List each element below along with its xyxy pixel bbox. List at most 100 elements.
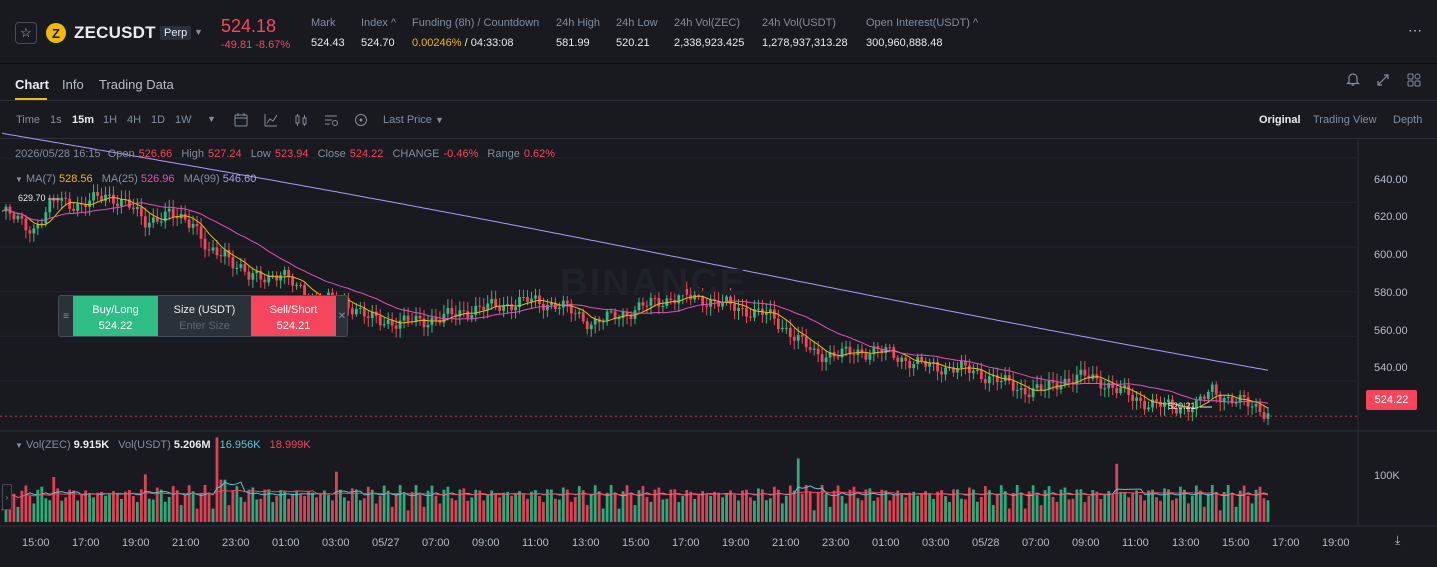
buy-long-button[interactable]: Buy/Long 524.22 <box>73 296 158 336</box>
draw-tools-icon[interactable] <box>353 112 369 128</box>
candle-body <box>987 376 991 384</box>
drag-handle-icon[interactable]: ≡ <box>63 310 69 322</box>
sell-short-button[interactable]: Sell/Short 524.21 <box>251 296 336 336</box>
stat-value: 524.43 <box>311 37 345 49</box>
volume-bar <box>358 500 362 522</box>
stat-value: 581.99 <box>556 37 590 49</box>
view-trading-view[interactable]: Trading View <box>1313 114 1377 126</box>
volume-bar <box>88 493 91 522</box>
volume-bar <box>526 498 529 522</box>
volume-bar <box>609 484 613 522</box>
volume-bar <box>187 485 191 522</box>
x-tick-label: 17:00 <box>1272 537 1300 549</box>
candle-body <box>518 296 521 308</box>
scroll-left-handle[interactable]: › <box>2 484 12 510</box>
candle-body <box>944 367 947 375</box>
symbol-name[interactable]: ZECUSDT <box>74 23 156 42</box>
candle-body <box>1007 375 1011 381</box>
stat-index[interactable]: Index ^ 524.70 <box>361 17 396 49</box>
collapse-chevron-icon[interactable]: ▼ <box>15 175 23 184</box>
price-type-select[interactable]: Last Price ▼ <box>383 114 444 126</box>
candle-body <box>888 347 892 349</box>
volume-bar <box>653 489 657 522</box>
stat-open-interest[interactable]: Open Interest(USDT) ^ 300,960,888.48 <box>866 17 978 49</box>
view-depth[interactable]: Depth <box>1393 114 1423 126</box>
candle-body <box>450 308 454 315</box>
volume-bar <box>183 494 187 522</box>
timeframe-1s[interactable]: 1s <box>50 114 62 126</box>
volume-bar <box>458 489 462 522</box>
volume-bar <box>629 494 633 522</box>
volume-bar <box>1123 492 1127 522</box>
timeframe-1w[interactable]: 1W <box>175 114 192 126</box>
calendar-icon[interactable] <box>233 112 249 128</box>
low-label: Low <box>250 148 271 160</box>
volume-bar <box>788 485 792 522</box>
indicator-icon[interactable] <box>263 112 279 128</box>
fullscreen-icon[interactable] <box>1375 72 1391 88</box>
volume-bar <box>820 485 824 522</box>
y-tick-label: 620.00 <box>1374 211 1408 223</box>
tab-info[interactable]: Info <box>62 77 84 92</box>
volume-bar <box>430 485 434 522</box>
settings-sliders-icon[interactable] <box>323 112 339 128</box>
candle-body <box>657 298 661 307</box>
candle-body <box>120 198 123 207</box>
volume-bar <box>1023 508 1027 522</box>
volume-bar <box>470 497 474 522</box>
timeframe-time[interactable]: Time <box>16 114 41 126</box>
sell-price: 524.21 <box>276 320 311 332</box>
volume-bar <box>1179 486 1182 522</box>
volume-bar <box>307 491 310 522</box>
candle-body <box>697 294 701 296</box>
quick-order-widget: ≡ Buy/Long 524.22 Size (USDT) Enter Size… <box>58 295 348 337</box>
candle-body <box>482 306 486 311</box>
volume-bar <box>928 493 931 522</box>
candle-body <box>844 346 848 349</box>
tab-chart[interactable]: Chart <box>15 77 49 92</box>
range-value: 0.62% <box>523 148 556 160</box>
collapse-chevron-icon[interactable]: ▼ <box>15 441 23 450</box>
timeframe-15m[interactable]: 15m <box>72 114 95 126</box>
volume-bar <box>880 489 884 522</box>
volume-bar <box>764 500 768 522</box>
more-icon[interactable]: ⋯ <box>1408 22 1423 38</box>
close-icon[interactable]: ✕ <box>337 310 347 322</box>
candle-body <box>848 346 852 355</box>
favorite-star-icon[interactable]: ☆ <box>15 22 37 44</box>
bell-icon[interactable] <box>1345 72 1361 88</box>
timeframe-more-chevron-icon[interactable]: ▼ <box>207 114 216 124</box>
layout-grid-icon[interactable] <box>1406 72 1422 88</box>
fit-to-screen-icon[interactable]: ⤓ <box>1395 533 1401 547</box>
candle-body <box>235 267 239 269</box>
timeframe-4h[interactable]: 4H <box>127 114 142 126</box>
tab-trading-data[interactable]: Trading Data <box>99 77 174 92</box>
stat-mark: Mark 524.43 <box>311 17 345 49</box>
volume-bar <box>362 498 366 522</box>
vol-ma2-value: 18.999K <box>269 439 311 451</box>
candle-body <box>1051 380 1055 383</box>
candle-body <box>780 327 784 329</box>
size-input[interactable]: Size (USDT) Enter Size <box>158 296 251 336</box>
volume-bar <box>335 471 338 522</box>
view-original[interactable]: Original <box>1259 114 1301 126</box>
volume-bar <box>979 497 983 522</box>
candle-body <box>474 305 478 315</box>
candle-body <box>1091 374 1095 379</box>
size-label: Size (USDT) <box>173 304 236 316</box>
timeframe-1h[interactable]: 1H <box>103 114 118 126</box>
timeframe-1d[interactable]: 1D <box>151 114 166 126</box>
volume-bar <box>139 489 143 522</box>
chevron-down-icon[interactable]: ▼ <box>194 27 203 37</box>
candle-body <box>1163 402 1166 407</box>
x-tick-label: 09:00 <box>472 537 500 549</box>
x-tick-label: 23:00 <box>822 537 850 549</box>
candle-type-icon[interactable] <box>293 112 309 128</box>
buy-label: Buy/Long <box>92 304 139 316</box>
candle-body <box>983 379 987 384</box>
candle-body <box>1266 413 1270 419</box>
volume-bar <box>701 491 705 522</box>
stat-label: 24h Vol(USDT) <box>762 17 836 29</box>
ma7-line <box>1 196 1269 409</box>
